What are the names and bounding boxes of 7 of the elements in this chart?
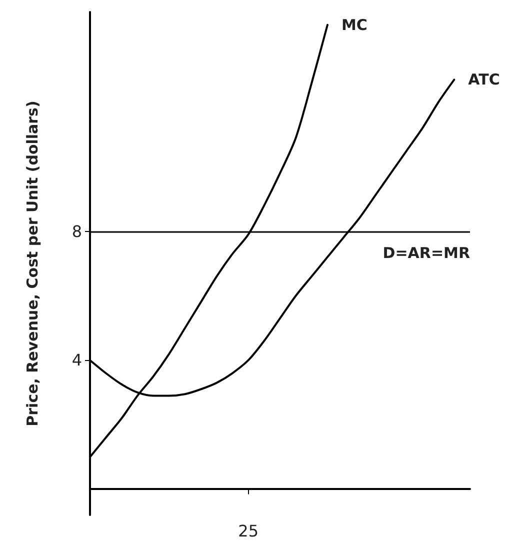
y-tick-label: 4 [72,350,82,370]
y-tick-label: 8 [72,222,82,241]
y-axis-title: Price, Revenue, Cost per Unit (dollars) [24,100,42,426]
x-tick-label: 25 [238,522,259,540]
series-label: MC [342,16,368,34]
ref-line-label: D=AR=MR [382,244,470,262]
series-label: ATC [468,70,500,89]
